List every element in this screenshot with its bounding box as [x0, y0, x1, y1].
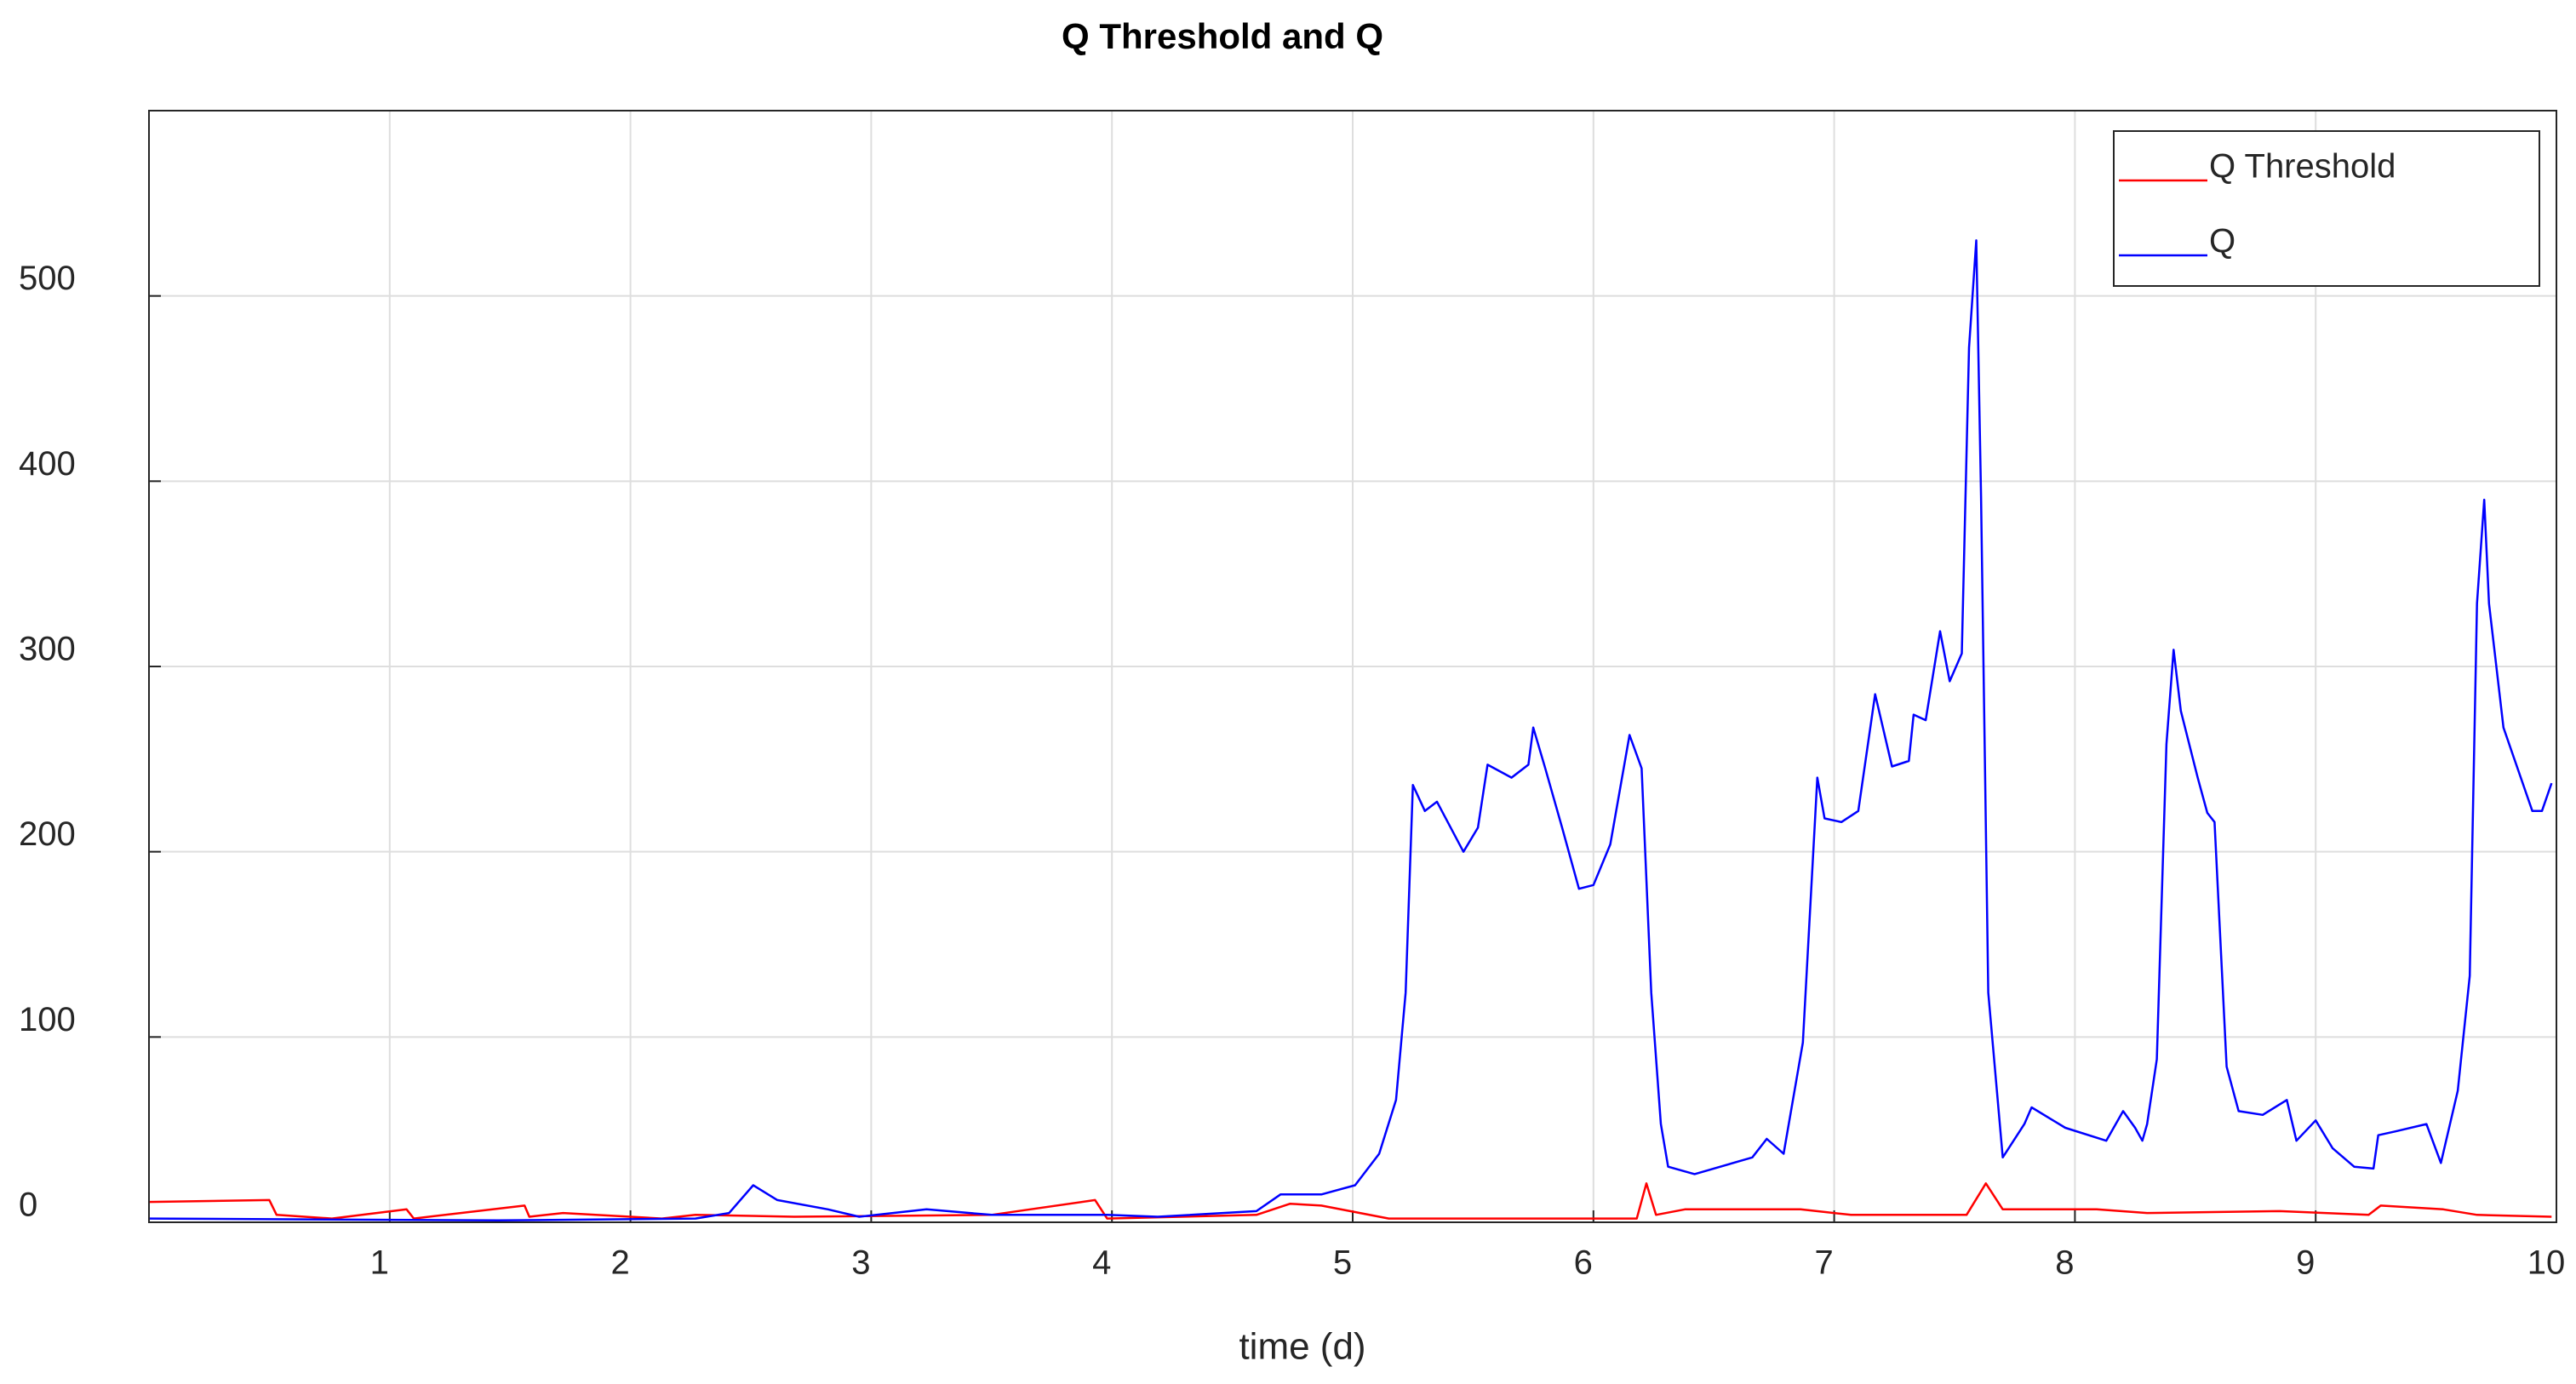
x-tick-label: 3 [851, 1244, 870, 1282]
y-tick-label: 300 [19, 631, 76, 668]
legend: Q Threshold Q [2113, 130, 2540, 287]
x-tick-label: 10 [2527, 1244, 2566, 1282]
x-tick-label: 4 [1092, 1244, 1111, 1282]
x-tick-label: 6 [1574, 1244, 1593, 1282]
y-tick-label: 400 [19, 445, 76, 483]
x-axis-label: time (d) [1239, 1326, 1365, 1368]
series-line [148, 1182, 2552, 1220]
legend-box [2113, 130, 2540, 287]
lines [148, 239, 2553, 1222]
chart-title: Q Threshold and Q [1062, 16, 1383, 56]
x-tick-label: 1 [370, 1244, 389, 1282]
axes-box [148, 110, 2557, 1223]
y-tick-label: 500 [19, 260, 76, 297]
legend-label: Q [2209, 223, 2235, 260]
y-tick-label: 200 [19, 815, 76, 853]
x-tick-label: 9 [2296, 1244, 2315, 1282]
x-tick-label: 5 [1333, 1244, 1352, 1282]
x-tick-label: 7 [1814, 1244, 1833, 1282]
y-tick-label: 100 [19, 1001, 76, 1038]
y-tick-label: 0 [19, 1187, 37, 1224]
legend-label: Q Threshold [2209, 148, 2396, 186]
x-tick-label: 8 [2055, 1244, 2074, 1282]
grid [149, 111, 2557, 1223]
series-line [148, 239, 2553, 1222]
x-tick-label: 2 [610, 1244, 629, 1282]
